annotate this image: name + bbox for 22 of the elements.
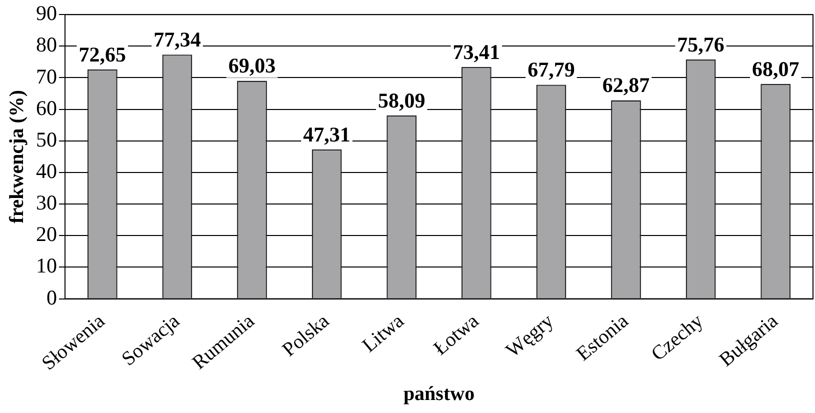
y-tick-label: 90 <box>36 1 57 26</box>
y-tick-label: 20 <box>36 222 57 246</box>
data-label: 47,31 <box>303 122 350 146</box>
y-axis-title: frekwencja (%) <box>6 90 28 224</box>
data-label: 68,07 <box>752 56 800 81</box>
y-tick-label: 0 <box>46 285 57 310</box>
x-axis-title: państwo <box>403 383 475 406</box>
data-label: 58,09 <box>378 88 426 112</box>
y-tick-label: 70 <box>36 64 57 88</box>
data-label: 67,79 <box>528 58 575 82</box>
data-label: 72,65 <box>78 42 126 66</box>
y-tick-label: 60 <box>36 96 57 120</box>
data-label: 75,76 <box>677 32 724 56</box>
data-label: 77,34 <box>154 27 202 52</box>
data-label: 62,87 <box>602 73 650 98</box>
y-tick-label: 40 <box>36 158 57 183</box>
y-tick-label: 80 <box>36 32 57 57</box>
y-tick-label: 30 <box>36 190 57 215</box>
y-tick-label: 50 <box>36 127 57 152</box>
data-label: 73,41 <box>452 40 500 64</box>
y-tick-label: 10 <box>36 254 57 278</box>
data-label: 69,03 <box>228 54 276 78</box>
